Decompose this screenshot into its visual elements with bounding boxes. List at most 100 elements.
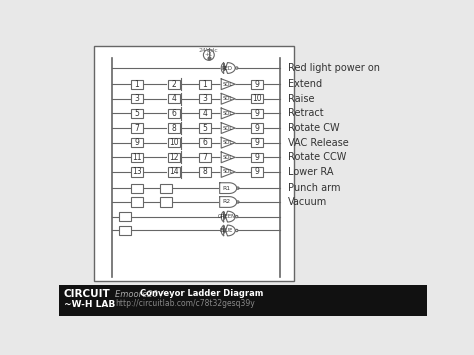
Text: GREEN: GREEN xyxy=(218,214,236,219)
Text: 9: 9 xyxy=(134,138,139,147)
Text: Rotate CW: Rotate CW xyxy=(288,123,339,133)
Text: SOL: SOL xyxy=(222,96,233,101)
Text: Rotate CCW: Rotate CCW xyxy=(288,152,346,162)
Text: 11: 11 xyxy=(132,153,142,162)
Text: Red light power on: Red light power on xyxy=(288,63,380,73)
Text: 4: 4 xyxy=(202,109,208,118)
Text: 3: 3 xyxy=(134,94,139,103)
Text: 9: 9 xyxy=(255,124,259,132)
Bar xyxy=(160,184,173,193)
Bar xyxy=(251,167,263,176)
Text: SOL: SOL xyxy=(222,155,233,160)
Text: SOL: SOL xyxy=(222,82,233,87)
Text: 13: 13 xyxy=(132,168,142,176)
Text: 2: 2 xyxy=(172,80,176,89)
Text: 9: 9 xyxy=(255,138,259,147)
Bar xyxy=(199,124,211,133)
Polygon shape xyxy=(219,197,237,207)
Bar xyxy=(199,109,211,118)
Text: R1: R1 xyxy=(223,186,231,191)
Text: 9: 9 xyxy=(255,168,259,176)
Bar xyxy=(199,138,211,147)
Bar xyxy=(130,167,143,176)
Text: +1: +1 xyxy=(205,53,213,58)
Text: Lower RA: Lower RA xyxy=(288,167,333,177)
Text: 9: 9 xyxy=(255,153,259,162)
Text: 9: 9 xyxy=(255,109,259,118)
Text: R2: R2 xyxy=(223,200,231,204)
Text: 4: 4 xyxy=(172,94,176,103)
Bar xyxy=(130,138,143,147)
Polygon shape xyxy=(221,123,235,133)
Text: Vacuum: Vacuum xyxy=(288,197,327,207)
Text: 14: 14 xyxy=(169,168,179,176)
Bar xyxy=(59,285,427,316)
Text: Extend: Extend xyxy=(288,79,322,89)
Bar xyxy=(251,138,263,147)
Text: 10: 10 xyxy=(169,138,179,147)
Bar xyxy=(130,153,143,162)
Text: 8: 8 xyxy=(172,124,176,132)
Text: 24Vdc: 24Vdc xyxy=(199,48,219,53)
Bar xyxy=(251,109,263,118)
Polygon shape xyxy=(219,183,237,193)
Bar xyxy=(251,124,263,133)
Text: 9: 9 xyxy=(255,80,259,89)
Polygon shape xyxy=(221,211,235,222)
Text: 6: 6 xyxy=(202,138,208,147)
Text: Punch arm: Punch arm xyxy=(288,183,340,193)
Bar xyxy=(160,197,173,207)
Polygon shape xyxy=(221,108,235,119)
Text: Conveyor Ladder Diagram: Conveyor Ladder Diagram xyxy=(140,289,263,298)
Text: Raise: Raise xyxy=(288,94,314,104)
Text: 12: 12 xyxy=(169,153,179,162)
Polygon shape xyxy=(221,225,235,236)
Bar xyxy=(130,184,143,193)
Text: 5: 5 xyxy=(134,109,139,118)
Text: 6: 6 xyxy=(172,109,176,118)
Polygon shape xyxy=(221,62,235,73)
Bar xyxy=(199,80,211,89)
Text: SOL: SOL xyxy=(222,126,233,131)
Polygon shape xyxy=(221,93,235,104)
Bar xyxy=(199,167,211,176)
Bar xyxy=(130,109,143,118)
Bar xyxy=(130,80,143,89)
Text: 5: 5 xyxy=(202,124,208,132)
Text: 3: 3 xyxy=(202,94,208,103)
Bar xyxy=(168,80,180,89)
Bar xyxy=(168,138,180,147)
Text: SOL: SOL xyxy=(222,169,233,174)
Bar xyxy=(130,124,143,133)
Text: http://circuitlab.com/c78t32gesq39y: http://circuitlab.com/c78t32gesq39y xyxy=(115,299,255,308)
Text: 8: 8 xyxy=(202,168,207,176)
Bar xyxy=(130,94,143,103)
Bar xyxy=(168,167,180,176)
Polygon shape xyxy=(221,137,235,148)
Text: CIRCUIT: CIRCUIT xyxy=(64,289,110,299)
Text: 1: 1 xyxy=(134,80,139,89)
Text: SOL: SOL xyxy=(222,140,233,145)
Polygon shape xyxy=(221,152,235,163)
Bar xyxy=(168,94,180,103)
Text: BLUE: BLUE xyxy=(220,228,233,233)
Bar xyxy=(168,124,180,133)
Text: VAC Release: VAC Release xyxy=(288,138,348,148)
Bar xyxy=(168,153,180,162)
Bar xyxy=(251,94,263,103)
Bar xyxy=(168,109,180,118)
Text: Retract: Retract xyxy=(288,108,323,119)
Text: ~W-H LAB: ~W-H LAB xyxy=(64,300,115,309)
Polygon shape xyxy=(221,79,235,89)
Bar xyxy=(199,153,211,162)
Text: 7: 7 xyxy=(202,153,208,162)
Text: RED: RED xyxy=(221,66,232,71)
Text: 1: 1 xyxy=(202,80,207,89)
Bar xyxy=(119,226,131,235)
Text: SOL: SOL xyxy=(222,111,233,116)
Bar xyxy=(119,212,131,221)
Text: 10: 10 xyxy=(252,94,262,103)
Bar xyxy=(130,197,143,207)
Bar xyxy=(251,153,263,162)
Text: Emoore20 /: Emoore20 / xyxy=(115,289,166,298)
